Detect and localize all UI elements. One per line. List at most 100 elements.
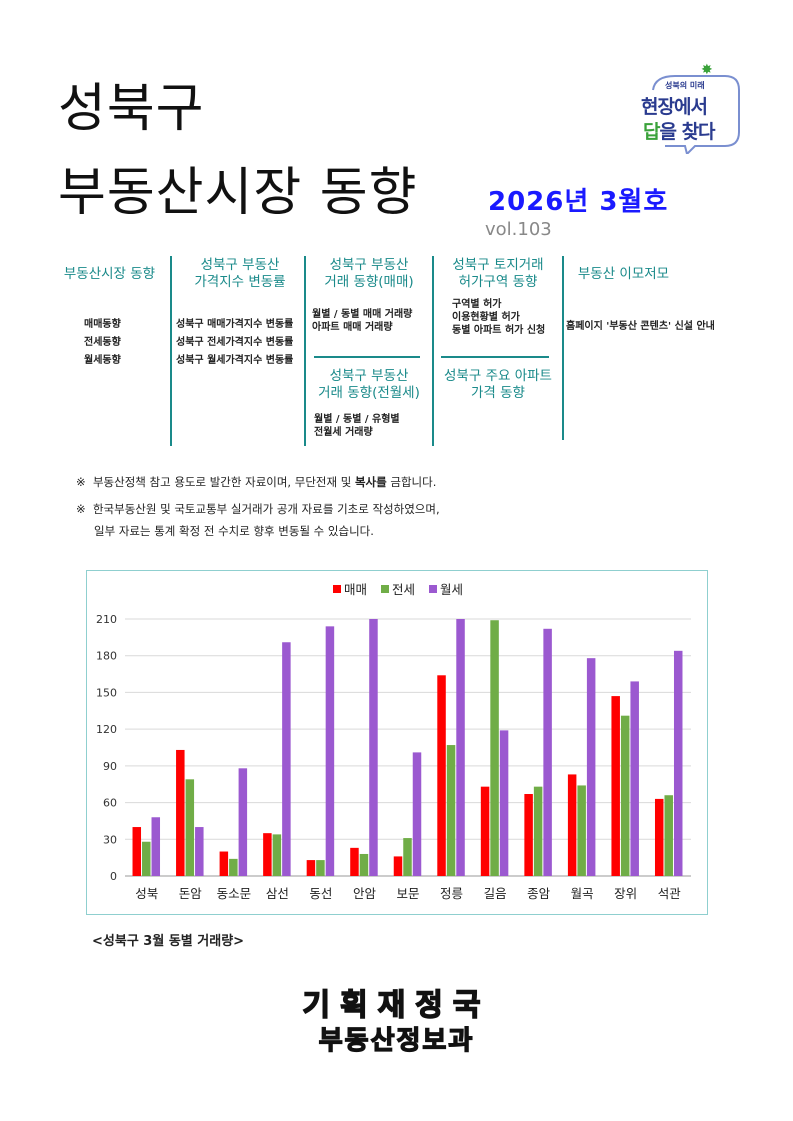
bar-매매	[219, 851, 229, 876]
toc-item: 홈페이지 '부동산 콘텐츠' 신설 안내	[566, 321, 715, 332]
note-1: ※ 부동산정책 참고 용도로 발간한 자료이며, 무단전재 및 복사를 금합니다…	[76, 475, 437, 489]
speech-bubble-icon	[652, 75, 740, 154]
legend-swatch	[333, 585, 341, 593]
toc-item: 전월세 거래량	[314, 427, 373, 438]
toc-item: 성북구 월세가격지수 변동률	[176, 355, 294, 366]
toc-item: 동별 아파트 허가 신청	[452, 325, 546, 336]
bar-매매	[437, 675, 446, 876]
note-2: ※ 한국부동산원 및 국토교통부 실거래가 공개 자료를 기초로 작성하였으며,	[76, 502, 440, 516]
chart-caption: <성북구 3월 동별 거래량>	[92, 934, 245, 949]
bar-chart: 0 30 60 90 120 150 180 210 성북 돈암 동소문 삼선 동선 안암 보문 정릉 길음 종암…	[96, 582, 691, 901]
toc-item: 구역별 허가	[452, 299, 502, 310]
y-tick-label: 210	[96, 613, 117, 626]
divider	[432, 256, 434, 446]
x-tick-label: 삼선	[266, 886, 289, 901]
bar-전세	[446, 745, 456, 876]
x-tick-label: 석관	[658, 886, 682, 901]
y-tick-label: 0	[110, 870, 117, 883]
toc-item: 성북구 매매가격지수 변동률	[176, 319, 294, 330]
x-tick-label: 동소문	[217, 886, 252, 901]
bar-전세	[664, 795, 673, 876]
legend-swatch	[429, 585, 437, 593]
bar-월세	[456, 619, 465, 876]
y-tick-label: 180	[96, 650, 117, 663]
bar-월세	[195, 827, 204, 876]
y-tick-label: 120	[96, 723, 117, 736]
bar-월세	[325, 626, 335, 876]
toc-item: 전세동향	[84, 337, 121, 348]
issue-label: 2026년 3월호	[488, 187, 669, 217]
x-tick-label: 월곡	[571, 886, 594, 901]
toc-item: 월별 / 동별 / 유형별	[314, 414, 400, 425]
toc-heading-index: 성북구 부동산 가격지수 변동률	[194, 257, 286, 290]
toc-item: 아파트 매매 거래량	[312, 322, 393, 333]
bar-전세	[533, 786, 543, 876]
x-tick-label: 종암	[527, 886, 551, 901]
bar-전세	[272, 834, 282, 876]
page-title-line2: 부동산시장 동향	[58, 163, 418, 223]
x-tick-label: 성북	[135, 886, 158, 901]
bar-매매	[393, 856, 403, 876]
bar-매매	[654, 798, 664, 876]
divider	[170, 256, 172, 446]
divider	[441, 356, 549, 358]
bar-전세	[185, 779, 195, 876]
volume-label: vol.103	[485, 219, 552, 240]
bar-월세	[630, 681, 639, 876]
bar-월세	[151, 817, 161, 876]
x-tick-label: 길음	[484, 886, 507, 901]
bar-전세	[142, 841, 151, 876]
x-tick-label: 동선	[309, 886, 332, 901]
bar-매매	[306, 860, 316, 876]
star-icon: ✸	[701, 62, 713, 78]
legend-swatch	[381, 585, 389, 593]
bar-매매	[480, 786, 490, 876]
toc-heading-trade: 성북구 부동산 거래 동향(매매)	[324, 257, 414, 290]
bar-월세	[369, 619, 378, 876]
bar-매매	[611, 696, 620, 876]
toc-item: 성북구 전세가격지수 변동률	[176, 337, 294, 348]
y-tick-label: 150	[96, 686, 117, 699]
toc-heading-market: 부동산시장 동향	[63, 266, 156, 282]
bar-월세	[238, 768, 248, 876]
x-tick-label: 장위	[614, 886, 637, 901]
x-tick-label: 안암	[353, 886, 377, 901]
y-tick-label: 60	[103, 797, 117, 810]
y-tick-label: 90	[103, 760, 117, 773]
division-name: 부동산정보과	[318, 1025, 475, 1056]
bar-매매	[176, 749, 185, 876]
bar-전세	[359, 853, 369, 876]
toc-item: 월세동향	[84, 355, 121, 366]
bar-월세	[282, 642, 291, 876]
legend-label: 전세	[392, 582, 415, 597]
divider	[304, 256, 306, 446]
toc-item: 매매동향	[84, 319, 121, 330]
toc-heading-apartment: 성북구 주요 아파트 가격 동향	[444, 368, 552, 401]
page-title-line1: 성북구	[58, 79, 205, 139]
department-name: 기획재정국	[302, 987, 491, 1024]
y-tick-label: 30	[103, 833, 117, 846]
x-tick-label: 돈암	[179, 886, 203, 901]
bar-월세	[673, 650, 683, 876]
chart-container: 0 30 60 90 120 150 180 210 성북 돈암 동소문 삼선 동선 안암 보문 정릉 길음 종암…	[86, 570, 708, 915]
divider	[314, 356, 420, 358]
bar-전세	[490, 620, 499, 876]
bar-매매	[524, 794, 533, 876]
bar-전세	[229, 858, 238, 876]
bar-전세	[620, 715, 630, 876]
bar-매매	[350, 847, 359, 876]
bar-월세	[412, 752, 422, 876]
legend-label: 월세	[440, 582, 463, 597]
bar-전세	[577, 785, 586, 876]
note-2-continued: 일부 자료는 통계 확정 전 수치로 향후 변동될 수 있습니다.	[94, 524, 374, 538]
legend-label: 매매	[344, 582, 367, 597]
bar-매매	[132, 827, 142, 876]
district-logo: ✸ 성북의 미래 현장에서 답을 찾다	[635, 62, 745, 154]
bar-월세	[586, 658, 596, 876]
bar-월세	[499, 730, 509, 876]
toc-item: 이용현황별 허가	[452, 312, 520, 323]
x-tick-label: 정릉	[440, 886, 463, 901]
divider	[562, 256, 564, 440]
toc-heading-misc: 부동산 이모저모	[577, 266, 670, 282]
toc-heading-land: 성북구 토지거래 허가구역 동향	[452, 257, 544, 290]
